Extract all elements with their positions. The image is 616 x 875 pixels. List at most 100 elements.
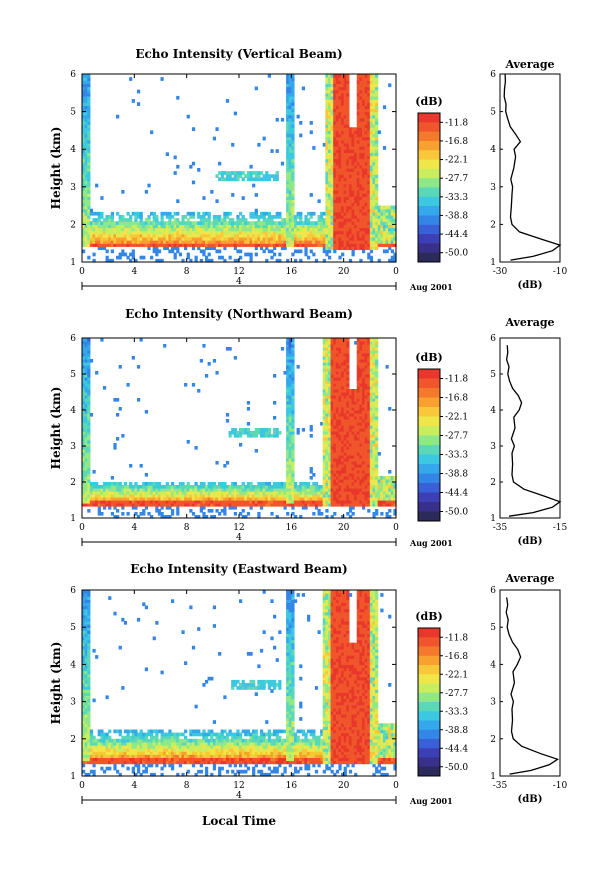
avg-y-tick-label: 3 [490, 698, 496, 708]
date-label: Aug 2001 [409, 282, 453, 292]
colorbar: (dB)-11.8-16.8-22.1-27.7-33.3-38.8-44.4-… [415, 95, 468, 263]
colorbar: (dB)-11.8-16.8-22.1-27.7-33.3-38.8-44.4-… [415, 351, 468, 522]
colorbar-swatch [418, 224, 440, 235]
y-tick-label: 5 [70, 108, 76, 118]
colorbar-swatch [418, 378, 440, 389]
colorbar-swatch [418, 122, 440, 133]
panel-1: Echo Intensity (Northward Beam)123456Hei… [49, 307, 568, 548]
y-tick-label: 4 [70, 145, 76, 155]
avg-x-tick-label: -10 [553, 781, 568, 791]
avg-y-tick-label: 1 [490, 258, 496, 268]
y-tick-label: 1 [70, 772, 76, 782]
heatmap-cells [82, 590, 397, 777]
y-tick-label: 5 [70, 370, 76, 380]
panel-title: Echo Intensity (Eastward Beam) [130, 562, 347, 576]
colorbar-swatch [418, 757, 440, 768]
colorbar-swatch [418, 483, 440, 493]
day-label: 4 [236, 277, 242, 287]
colorbar-tick-label: -50.0 [445, 763, 468, 773]
colorbar-swatch [418, 683, 440, 694]
colorbar-swatch [418, 720, 440, 731]
colorbar-swatch [418, 473, 440, 484]
avg-x-tick-label: -35 [493, 781, 508, 791]
colorbar-frame [417, 368, 441, 522]
colorbar-swatch [418, 435, 440, 446]
colorbar-swatch [418, 637, 440, 647]
colorbar-tick-label: -50.0 [445, 508, 468, 518]
colorbar-swatch [418, 646, 440, 657]
colorbar-tick-label: -22.1 [445, 156, 468, 166]
colorbar-swatch [418, 454, 440, 465]
colorbar-swatch [418, 628, 440, 638]
x-tick-label: 20 [338, 781, 350, 791]
avg-y-tick-label: 1 [490, 772, 496, 782]
colorbar-swatch [418, 426, 440, 436]
colorbar-tick-label: -38.8 [445, 470, 468, 480]
colorbar-tick-label: -16.8 [445, 137, 468, 147]
average-title: Average [504, 572, 554, 585]
colorbar-tick-label: -44.4 [445, 489, 468, 499]
y-tick-label: 3 [70, 442, 76, 452]
colorbar-tick-label: -38.8 [445, 211, 468, 221]
colorbar-swatch [418, 369, 440, 379]
colorbar-swatch [418, 674, 440, 684]
colorbar-swatch [418, 702, 440, 712]
colorbar-swatch [418, 445, 440, 455]
colorbar-swatch [418, 464, 440, 474]
x-tick-label: 12 [233, 781, 244, 791]
avg-y-tick-label: 2 [490, 735, 496, 745]
day-label: 4 [236, 533, 242, 543]
colorbar-swatch [418, 492, 440, 503]
avg-x-tick-label: -15 [553, 523, 568, 533]
average-line [503, 73, 562, 261]
y-axis-label: Height (km) [49, 127, 63, 210]
x-tick-label: 4 [131, 523, 137, 533]
avg-y-tick-label: 5 [490, 108, 496, 118]
colorbar-tick-label: -11.8 [445, 633, 468, 643]
avg-x-label: (dB) [518, 280, 543, 291]
x-tick-label: 20 [338, 523, 350, 533]
colorbar-swatch [418, 243, 440, 254]
colorbar-tick-label: -22.1 [445, 670, 468, 680]
colorbar-swatch [418, 187, 440, 198]
colorbar-swatch [418, 655, 440, 666]
colorbar-tick-label: -33.3 [445, 707, 468, 717]
y-tick-label: 3 [70, 183, 76, 193]
y-tick-label: 6 [70, 70, 76, 80]
day-label: 4 [236, 791, 242, 801]
colorbar-swatch [418, 206, 440, 216]
panel-title: Echo Intensity (Northward Beam) [125, 307, 353, 321]
avg-x-tick-label: -30 [493, 267, 508, 277]
y-axis-label: Height (km) [49, 387, 63, 470]
colorbar-swatch [418, 215, 440, 226]
colorbar-swatch [418, 665, 440, 675]
y-axis-label: Height (km) [49, 642, 63, 725]
colorbar-swatch [418, 711, 440, 721]
colorbar-unit: (dB) [415, 95, 442, 108]
average-line [505, 345, 562, 517]
y-tick-label: 6 [70, 586, 76, 596]
x-tick-label: 16 [286, 523, 298, 533]
colorbar-swatch [418, 502, 440, 512]
x-tick-label: 0 [393, 781, 399, 791]
x-tick-label: 0 [79, 781, 85, 791]
avg-y-tick-label: 4 [490, 145, 496, 155]
colorbar-unit: (dB) [415, 610, 442, 623]
colorbar-tick-label: -27.7 [445, 689, 468, 699]
colorbar-swatch [418, 511, 440, 522]
avg-y-tick-label: 3 [490, 183, 496, 193]
colorbar-tick-label: -27.7 [445, 432, 468, 442]
x-tick-label: 8 [184, 781, 190, 791]
colorbar-swatch [418, 407, 440, 417]
avg-y-tick-label: 4 [490, 660, 496, 670]
average-profile: Average 1 2 3 4 5 6 -35 -15 (dB) [490, 316, 567, 547]
x-tick-label: 8 [184, 523, 190, 533]
colorbar-frame [417, 112, 441, 263]
avg-y-tick-label: 5 [490, 623, 496, 633]
average-frame [499, 589, 561, 777]
y-tick-label: 4 [70, 660, 76, 670]
average-profile: Average 1 2 3 4 5 6 -35 -10 (dB) [490, 572, 567, 805]
y-tick-label: 2 [70, 735, 76, 745]
x-tick-label: 16 [286, 267, 298, 277]
